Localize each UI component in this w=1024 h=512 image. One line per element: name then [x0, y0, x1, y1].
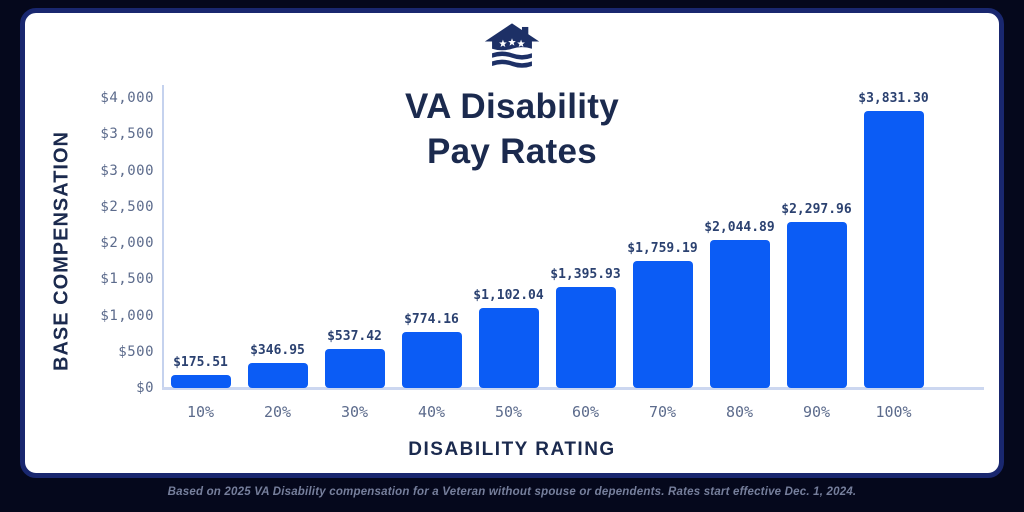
bar-value-label: $346.95: [250, 343, 305, 358]
bar-90%: [786, 222, 847, 388]
x-axis-line: [162, 387, 984, 390]
y-tick-label: $0: [136, 380, 154, 396]
bar-slot: $2,297.96: [778, 202, 855, 388]
x-axis-title: DISABILITY RATING: [408, 439, 616, 460]
bar-slot: $537.42: [316, 329, 393, 388]
bar-slot: $774.16: [393, 312, 470, 388]
y-axis-line: [162, 85, 164, 388]
x-axis-tick-labels: 10% 20% 30% 40% 50% 60% 70% 80% 90% 100%: [162, 403, 932, 421]
bar-10%: [170, 375, 231, 388]
x-tick-label: 70%: [648, 403, 677, 421]
x-tick-label: 20%: [263, 403, 292, 421]
y-tick-label: $3,500: [100, 126, 154, 143]
y-tick-label: $500: [118, 343, 154, 360]
bar-slot: $346.95: [239, 343, 316, 388]
bar-slot: $3,831.30: [855, 91, 932, 388]
x-tick-label: 60%: [571, 403, 600, 421]
chart-title-line2: Pay Rates: [426, 131, 598, 171]
bar-value-label: $774.16: [404, 312, 459, 327]
bar-value-label: $175.51: [173, 355, 228, 370]
bar-value-label: $1,759.19: [627, 241, 698, 256]
bar-100%: [863, 111, 924, 388]
chart-title-line1: VA Disability: [405, 87, 619, 126]
bar-slot: $1,395.93: [547, 267, 624, 388]
bar-50%: [478, 308, 539, 388]
plot-area: $175.51 $346.95 $537.42 $774.16 $1,102.04 $1,…: [162, 58, 932, 388]
bar-80%: [709, 240, 770, 388]
x-tick-label: 10%: [186, 403, 215, 421]
bar-20%: [247, 363, 308, 388]
chart-card: VA Disability Pay Rates BASE COMPENSATIO…: [20, 8, 1004, 478]
bar-value-label: $2,044.89: [704, 220, 775, 235]
bar-70%: [632, 261, 693, 388]
logo-house: [484, 23, 540, 51]
footnote: Based on 2025 VA Disability compensation…: [167, 486, 857, 498]
bar-40%: [401, 332, 462, 388]
logo-wave-1: [492, 51, 532, 60]
logo-stars: [499, 38, 525, 48]
x-tick-label: 50%: [494, 403, 523, 421]
bar-slot: $1,759.19: [624, 241, 701, 388]
chart-title: VA Disability Pay Rates: [405, 85, 619, 175]
y-tick-label: $1,500: [100, 271, 154, 288]
y-tick-label: $2,000: [100, 235, 154, 251]
y-tick-label: $3,000: [100, 162, 154, 179]
bar-60%: [555, 287, 616, 388]
bar-value-label: $537.42: [327, 329, 382, 344]
y-tick-label: $4,000: [100, 90, 154, 106]
bar-value-label: $3,831.30: [858, 91, 929, 106]
logo-wave-2: [492, 59, 532, 68]
x-tick-label: 100%: [875, 403, 912, 421]
y-axis-tick-labels: $4,000 $3,500 $3,000 $2,500 $2,000 $1,500 $1,0…: [25, 13, 154, 473]
x-tick-label: 40%: [417, 403, 446, 421]
x-tick-label: 90%: [802, 403, 831, 421]
bar-slot: $1,102.04: [470, 288, 547, 388]
bar-value-label: $2,297.96: [781, 202, 852, 217]
x-tick-label: 80%: [725, 403, 754, 421]
x-tick-label: 30%: [340, 403, 369, 421]
house-stars-waves-logo: [484, 23, 540, 68]
bar-slot: $2,044.89: [701, 220, 778, 388]
bar-value-label: $1,102.04: [473, 288, 544, 303]
bar-value-label: $1,395.93: [550, 267, 621, 282]
y-tick-label: $2,500: [100, 198, 154, 215]
bar-slot: $175.51: [162, 355, 239, 388]
y-tick-label: $1,000: [100, 307, 154, 324]
bar-30%: [324, 349, 385, 388]
